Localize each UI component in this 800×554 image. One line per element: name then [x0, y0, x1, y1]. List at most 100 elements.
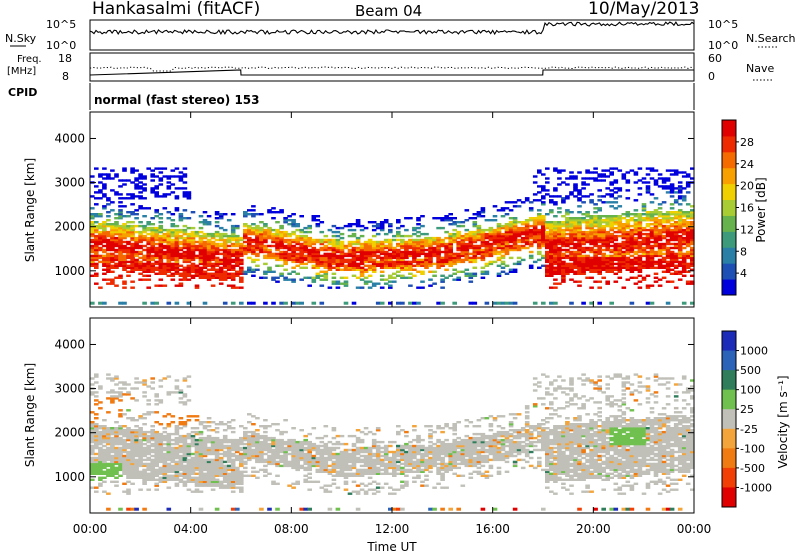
power-cell — [226, 274, 232, 277]
velocity-cell — [102, 452, 107, 456]
velocity-cell — [122, 458, 127, 462]
velocity-cell — [130, 456, 135, 460]
power-cell — [138, 268, 143, 271]
velocity-cell — [202, 458, 208, 462]
velocity-cell — [94, 403, 99, 406]
velocity-cell — [190, 440, 196, 444]
power-cell — [565, 217, 570, 220]
power-cell — [633, 181, 639, 184]
velocity-cell — [186, 448, 192, 452]
velocity-cell — [114, 429, 119, 432]
power-cell — [351, 264, 357, 267]
power-cell — [162, 240, 168, 244]
velocity-cell — [138, 454, 143, 458]
power-cell — [243, 232, 248, 236]
power-cell — [158, 213, 164, 216]
velocity-cell — [202, 474, 208, 477]
power-cell — [504, 272, 510, 275]
velocity-cell — [263, 474, 268, 477]
power-cell — [291, 238, 296, 242]
power-cell — [255, 213, 260, 216]
velocity-cell — [214, 450, 220, 454]
power-cell — [545, 268, 550, 271]
power-cell — [609, 262, 614, 266]
velocity-cell — [239, 480, 244, 483]
power-cell — [355, 266, 361, 269]
power-cell — [597, 272, 602, 275]
power-cell — [649, 228, 655, 232]
velocity-cell — [218, 440, 224, 444]
velocity-cell — [90, 468, 95, 472]
velocity-cell — [98, 454, 103, 458]
power-cell — [275, 230, 280, 234]
velocity-cell — [122, 466, 127, 470]
power-cell — [400, 258, 405, 262]
power-cell — [553, 234, 558, 238]
velocity-cell — [142, 423, 147, 426]
power-cell — [637, 221, 643, 224]
velocity-cell — [182, 452, 188, 456]
velocity-cell — [230, 466, 236, 470]
power-cell — [673, 232, 679, 236]
velocity-cell — [214, 468, 220, 472]
power-cell — [371, 244, 377, 248]
power-cell — [130, 169, 135, 172]
power-cell — [315, 250, 321, 254]
power-cell — [291, 244, 296, 248]
power-cell — [363, 268, 369, 271]
velocity-cell — [170, 391, 176, 394]
velocity-cell — [206, 450, 212, 454]
power-cell — [621, 232, 627, 236]
power-cell — [94, 203, 99, 206]
power-cell — [150, 248, 155, 252]
power-cell — [247, 209, 252, 212]
power-cell — [508, 234, 514, 238]
power-cell — [520, 246, 526, 250]
power-cell — [637, 256, 643, 260]
power-cell — [275, 236, 280, 240]
velocity-cell — [210, 429, 216, 432]
power-cell — [375, 260, 381, 264]
velocity-cell — [94, 440, 99, 444]
power-cell — [311, 258, 317, 262]
power-cell — [170, 240, 176, 244]
velocity-cell — [206, 421, 212, 424]
velocity-cell — [222, 474, 228, 477]
power-cell — [267, 226, 272, 230]
power-cell — [275, 246, 280, 250]
power-colorbar-swatch — [722, 151, 736, 169]
power-cell — [609, 171, 614, 174]
power-cell — [355, 240, 361, 244]
power-cell — [190, 256, 196, 260]
power-cell — [138, 238, 143, 242]
velocity-cell — [206, 440, 212, 444]
power-cell — [685, 221, 691, 224]
power-cell — [524, 236, 530, 240]
power-cell — [235, 250, 240, 254]
power-cell — [512, 221, 518, 224]
velocity-cell — [134, 466, 139, 470]
power-cell — [661, 246, 667, 250]
power-cell — [601, 254, 606, 258]
power-cell — [243, 270, 248, 273]
velocity-cell — [198, 470, 204, 473]
power-cell — [259, 234, 264, 238]
power-cell — [476, 248, 482, 252]
velocity-cell — [114, 468, 119, 472]
power-cell — [541, 226, 546, 230]
power-cell — [150, 173, 155, 176]
velocity-cell — [178, 454, 184, 458]
power-cell — [573, 256, 578, 260]
velocity-cell — [170, 442, 176, 446]
power-cell — [690, 205, 695, 208]
power-cell — [319, 270, 325, 273]
velocity-cell — [194, 460, 200, 464]
velocity-cell — [134, 436, 139, 440]
power-cell — [126, 266, 131, 269]
velocity-cell — [126, 470, 131, 473]
power-cell — [456, 234, 461, 238]
power-cell — [625, 236, 631, 240]
power-cell — [645, 211, 651, 214]
power-cell — [379, 270, 385, 273]
velocity-cell — [235, 458, 240, 462]
